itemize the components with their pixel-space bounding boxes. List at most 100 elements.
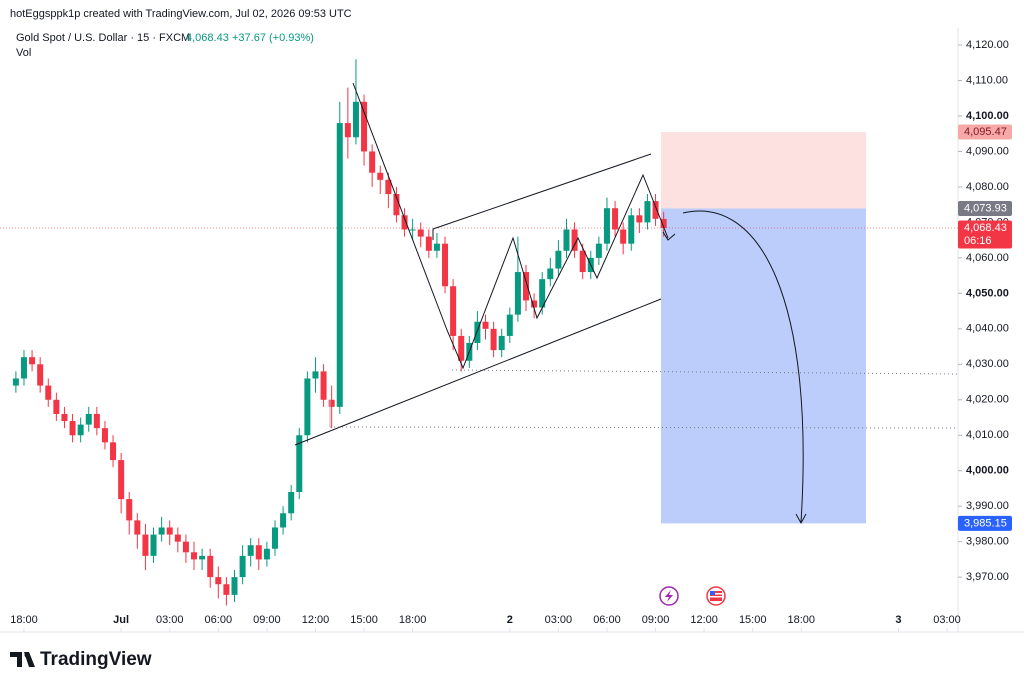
candle-body [498, 335, 505, 351]
x-tick-label: 03:00 [545, 614, 573, 626]
x-tick-label: 2 [507, 614, 513, 626]
candle-body [539, 279, 546, 308]
x-tick-label: 15:00 [350, 614, 378, 626]
candle-body [401, 215, 408, 230]
candle-body [458, 335, 465, 361]
candle-body [369, 151, 376, 173]
candle-body [660, 218, 667, 228]
y-tick-label: 3,980.00 [966, 536, 1009, 548]
candle-body [644, 201, 651, 223]
zigzag [352, 82, 669, 370]
candle-body [45, 385, 52, 400]
x-tick-label: 15:00 [739, 614, 767, 626]
candle-body [288, 492, 295, 514]
logo-text: TradingView [40, 649, 152, 670]
candle-body [207, 555, 214, 578]
candle-body [271, 527, 278, 549]
y-tick-label: 3,990.00 [966, 500, 1009, 512]
candle-body [296, 435, 303, 492]
candle-body [182, 541, 189, 553]
candle-body [506, 314, 513, 336]
flag-stripe [710, 593, 722, 595]
x-tick-label: 03:00 [933, 614, 961, 626]
x-tick-label: 03:00 [156, 614, 184, 626]
candle-body [328, 399, 335, 407]
last-price: 4,068.43 [186, 32, 229, 44]
candle-body [247, 545, 254, 556]
y-tick-label: 4,080.00 [966, 181, 1009, 193]
candle-body [595, 243, 602, 258]
candle-body [603, 208, 610, 244]
credit: hotEggsppk1p created with TradingView.co… [10, 8, 352, 20]
y-tick-label: 4,040.00 [966, 323, 1009, 335]
candle-body [652, 201, 659, 219]
stop-zone [661, 132, 866, 209]
candle-body [255, 545, 262, 560]
candle-body [377, 172, 384, 180]
candle-body [571, 229, 578, 251]
y-tick-label: 4,090.00 [966, 145, 1009, 157]
symbol-title: Gold Spot / U.S. Dollar · 15 · FXCM [16, 32, 190, 44]
last-price-label-bg [958, 220, 1012, 249]
candle-body [110, 442, 117, 461]
candle-body [409, 229, 416, 231]
level-line [329, 426, 959, 429]
flag-stripe [710, 596, 722, 598]
candle-body [312, 371, 319, 379]
candle-body [442, 243, 449, 287]
entry-label-bg [958, 200, 1012, 216]
zigzag-arrowhead [662, 231, 676, 241]
last-price-label-countdown: 06:16 [964, 235, 992, 247]
candle-body [514, 272, 521, 315]
candle-body [336, 123, 343, 407]
candle-body [191, 552, 198, 560]
logo-dot [24, 652, 30, 658]
candle-body [239, 555, 246, 578]
channel-lower [294, 298, 662, 446]
candle-body [12, 378, 19, 386]
candle-body [69, 421, 76, 436]
drawings [294, 82, 959, 525]
candle-body [174, 534, 181, 542]
curved-arrow [682, 210, 804, 523]
candle-body [304, 378, 311, 436]
candle-body [385, 179, 392, 195]
y-tick-label: 4,020.00 [966, 394, 1009, 406]
candle-body [53, 399, 60, 414]
candle-body [158, 527, 165, 535]
candle-body [101, 428, 108, 443]
candle-body [223, 584, 230, 595]
candle-body [29, 357, 36, 365]
last-price-label: 4,068.43 [964, 222, 1007, 234]
curved-arrowhead [795, 513, 807, 525]
candle-body [433, 243, 440, 251]
candle-body [93, 413, 100, 429]
candle-body [450, 286, 457, 336]
target-label-bg [958, 515, 1012, 531]
candle-body [166, 527, 173, 535]
candle-body [37, 364, 44, 386]
candle-body [280, 513, 287, 528]
x-tick-label: 09:00 [642, 614, 670, 626]
y-tick-label: 4,100.00 [966, 110, 1009, 122]
x-tick-label: 12:00 [302, 614, 330, 626]
y-tick-label: 4,120.00 [966, 39, 1009, 51]
channel-upper [432, 153, 652, 230]
x-tick-label: 12:00 [690, 614, 718, 626]
candle-body [628, 215, 635, 244]
candle-body [490, 328, 497, 351]
candle-body [320, 371, 327, 400]
candle-body [344, 123, 351, 138]
x-tick-label: 18:00 [788, 614, 816, 626]
candle-body [531, 300, 538, 308]
candle-body [474, 321, 481, 344]
y-tick-label: 4,050.00 [966, 287, 1009, 299]
x-tick-label: Jul [113, 614, 129, 626]
candle-body [555, 250, 562, 269]
logo: TradingView [10, 649, 152, 670]
y-tick-label: 4,010.00 [966, 429, 1009, 441]
price-change: +37.67 (+0.93%) [232, 32, 314, 44]
lightning [665, 590, 673, 602]
candle-body [263, 548, 270, 560]
